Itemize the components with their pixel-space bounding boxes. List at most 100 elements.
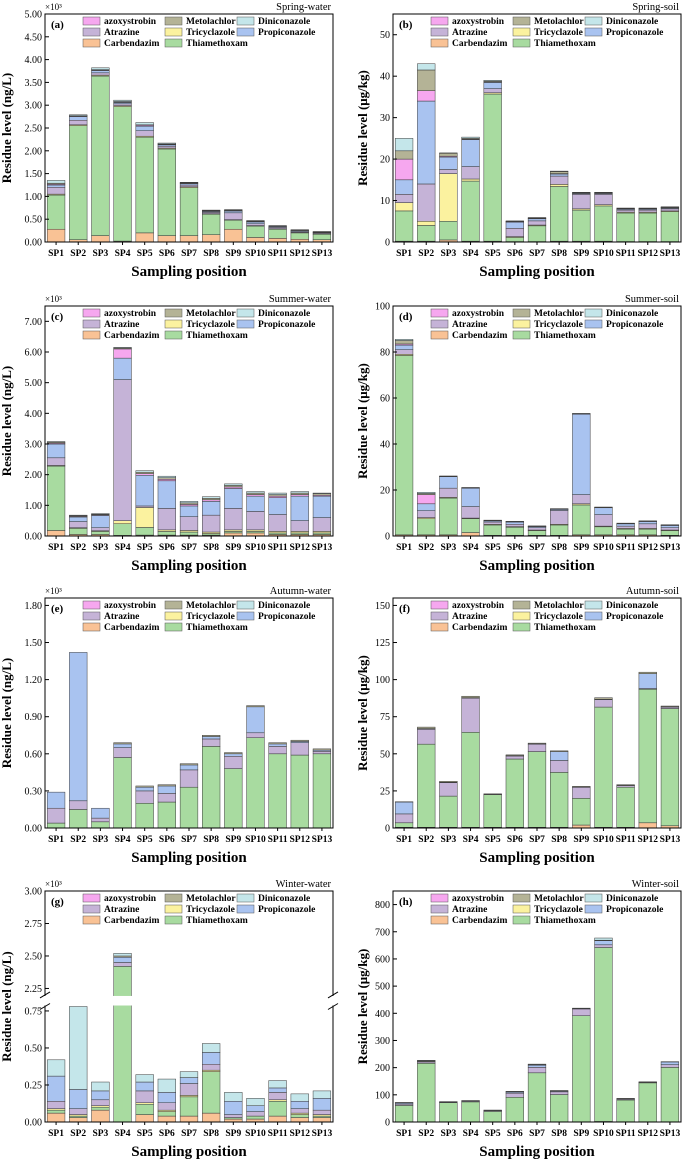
- y-tick-label: 0.00: [25, 238, 43, 249]
- legend-label: Diniconazole: [606, 601, 658, 611]
- chart-panel-5: 0.00 0.30 0.60 0.90 1.20 1.50 1.80 SP1 SP2 SP3 SP4…: [0, 586, 334, 866]
- bar-segment-propiconazole-sp2: [69, 1089, 88, 1109]
- x-tick-label: SP2: [418, 835, 434, 845]
- bar-segment-thiamethoxam-sp6: [157, 148, 176, 236]
- x-tick-label: SP9: [573, 835, 589, 845]
- y-tick-label: 300: [375, 1036, 390, 1047]
- y-tick-label: 10: [380, 196, 390, 207]
- bar-segment-atrazine-sp6: [157, 145, 176, 149]
- bar-segment-carbendazim-sp4: [461, 532, 480, 537]
- x-tick-label: SP9: [225, 835, 241, 845]
- x-tick-label: SP4: [463, 543, 479, 553]
- legend-label: Thiamethoxam: [186, 331, 248, 341]
- bar-segment-carbendazim-sp1: [46, 228, 66, 243]
- x-tick-label: SP10: [245, 249, 266, 259]
- y-tick-label: 25: [380, 786, 390, 797]
- x-tick-label: SP3: [440, 249, 456, 259]
- y-tick-label: 0: [385, 824, 390, 835]
- bar-segment-propiconazole-sp11: [268, 1087, 287, 1093]
- legend-label: azoxystrobin: [104, 17, 157, 27]
- bar-segment-thiamethoxam-sp8: [550, 524, 569, 536]
- x-tick-label: SP13: [312, 249, 333, 259]
- bar-segment-carbendazim-sp2: [69, 1117, 88, 1123]
- y-tick-label: 40: [380, 440, 390, 451]
- bar-segment-thiamethoxam-sp8: [550, 1094, 569, 1122]
- bar-segment-atrazine-sp10: [246, 223, 265, 226]
- bar-segment-atrazine-sp10: [594, 699, 613, 708]
- bar-segment-atrazine-sp9: [572, 1008, 591, 1016]
- legend-swatch-carbendazim: [82, 38, 101, 48]
- bar-segment-thiamethoxam-sp2: [417, 225, 436, 242]
- bar-segment-thiamethoxam-sp4: [113, 523, 132, 536]
- bar-segment-atrazine-sp1: [46, 457, 66, 466]
- x-tick-label: SP8: [551, 835, 567, 845]
- legend-swatch-azoxystrobin: [430, 308, 449, 318]
- legend-label: Metolachlor: [186, 601, 236, 611]
- legend-label: Atrazine: [104, 320, 139, 330]
- x-tick-label: SP6: [159, 1129, 175, 1139]
- legend-label: Propiconazole: [606, 28, 663, 38]
- y-tick-label: 5.00: [25, 378, 43, 389]
- bar-segment-metolachlor-sp6: [505, 754, 524, 756]
- bar-segment-diniconazole-sp1: [46, 180, 66, 184]
- x-axis-title: Sampling position: [479, 850, 595, 866]
- bar-segment-atrazine-sp2: [417, 183, 436, 222]
- chart-panel-4: 0 20 40 60 80 100 SP1 SP2 SP3 SP4 SP5 SP6 SP7 SP8 SP9 S…: [355, 294, 682, 574]
- bar-segment-thiamethoxam-sp12: [638, 528, 657, 536]
- x-tick-label: SP9: [225, 543, 241, 553]
- x-tick-label: SP6: [507, 249, 523, 259]
- bar-segment-diniconazole-sp10: [246, 1098, 265, 1106]
- y-axis-title: Residue level (μg/kg): [355, 949, 370, 1065]
- bar-segment-diniconazole-sp5: [135, 470, 154, 473]
- bar-segment-atrazine-sp7: [527, 1067, 547, 1074]
- bar-segment-propiconazole-sp9: [224, 210, 243, 214]
- y-tick-label: 3.00: [25, 101, 43, 112]
- x-tick-label: SP10: [245, 1129, 266, 1139]
- legend-swatch-atrazine: [430, 27, 449, 37]
- x-tick-label: SP10: [593, 249, 614, 259]
- bar-segment-thiamethoxam-sp7: [527, 225, 547, 242]
- legend-label: azoxystrobin: [452, 601, 505, 611]
- legend-label: Propiconazole: [258, 320, 315, 330]
- bar-segment-thiamethoxam-sp2: [417, 743, 436, 828]
- bar-segment-diniconazole-sp2: [69, 514, 88, 517]
- bar-segment-atrazine-sp4: [113, 103, 132, 106]
- legend-label: azoxystrobin: [104, 309, 157, 319]
- bar-segment-thiamethoxam-sp8: [550, 186, 569, 242]
- legend-swatch-atrazine: [430, 904, 449, 914]
- bar-segment-thiamethoxam-sp7: [179, 187, 199, 236]
- legend-label: Carbendazim: [452, 623, 508, 633]
- bar-segment-propiconazole-sp3: [439, 476, 458, 489]
- legend-label: Metolachlor: [186, 894, 236, 904]
- bar-segment-atrazine-sp10: [594, 194, 613, 205]
- panel-label: (h): [399, 896, 413, 908]
- y-tick-label: 0.00: [25, 532, 43, 543]
- bar-segment-metolachlor-sp8: [202, 735, 221, 737]
- bar-segment-thiamethoxam-sp10: [594, 205, 613, 242]
- bar-segment-thiamethoxam-sp1: [46, 465, 66, 531]
- bar-segment-metolachlor-sp8: [550, 750, 569, 752]
- bar-segment-propiconazole-sp12: [638, 673, 657, 689]
- legend-swatch-thiamethoxam: [164, 38, 183, 48]
- y-tick-label: 0: [385, 1118, 390, 1129]
- panel-title: Autumn-water: [270, 586, 332, 597]
- legend-swatch-diniconazole: [584, 600, 603, 610]
- panel-label: (a): [51, 19, 64, 31]
- x-tick-label: SP6: [507, 835, 523, 845]
- x-tick-label: SP5: [485, 249, 501, 259]
- bar-segment-atrazine-sp5: [135, 790, 154, 804]
- bar-segment-propiconazole-sp6: [157, 1092, 176, 1104]
- bar-segment-propiconazole-sp9: [224, 488, 243, 509]
- bar-segment-carbendazim-sp13: [312, 1117, 332, 1123]
- x-tick-label: SP12: [289, 1129, 310, 1139]
- bar-segment-propiconazole-sp7: [179, 1077, 199, 1084]
- legend-label: Carbendazim: [104, 331, 160, 341]
- bar-segment-diniconazole-sp1: [394, 339, 414, 341]
- bar-segment-atrazine-sp4: [461, 697, 480, 733]
- bar-segment-diniconazole-sp6: [157, 1078, 176, 1093]
- legend-label: Thiamethoxam: [534, 39, 596, 49]
- y-axis-title: Residue level (ng/L): [0, 951, 14, 1062]
- bar-segment-atrazine-sp11: [268, 746, 287, 755]
- panel-title: Summer-soil: [625, 294, 679, 305]
